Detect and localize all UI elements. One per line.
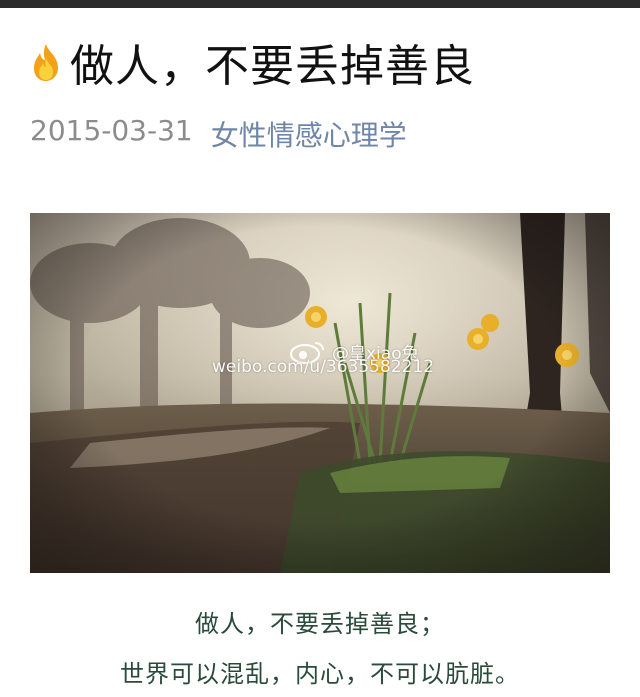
article-title-row: 做人，不要丢掉善良 <box>28 32 475 92</box>
top-status-bar <box>0 0 640 8</box>
caption-line-1: 做人，不要丢掉善良； <box>195 610 445 638</box>
article-meta: 2015-03-31 女性情感心理学 <box>30 114 407 154</box>
caption-line-2: 世界可以混乱，内心，不可以肮脏。 <box>120 660 520 688</box>
publish-date: 2015-03-31 <box>30 114 193 147</box>
page-title: 做人，不要丢掉善良 <box>70 41 475 92</box>
photo-illustration <box>30 213 610 573</box>
flame-icon <box>34 44 58 81</box>
article-photo: @皇xiao兔 weibo.com/u/3635582212 <box>30 213 610 573</box>
source-account-link[interactable]: 女性情感心理学 <box>210 119 407 152</box>
